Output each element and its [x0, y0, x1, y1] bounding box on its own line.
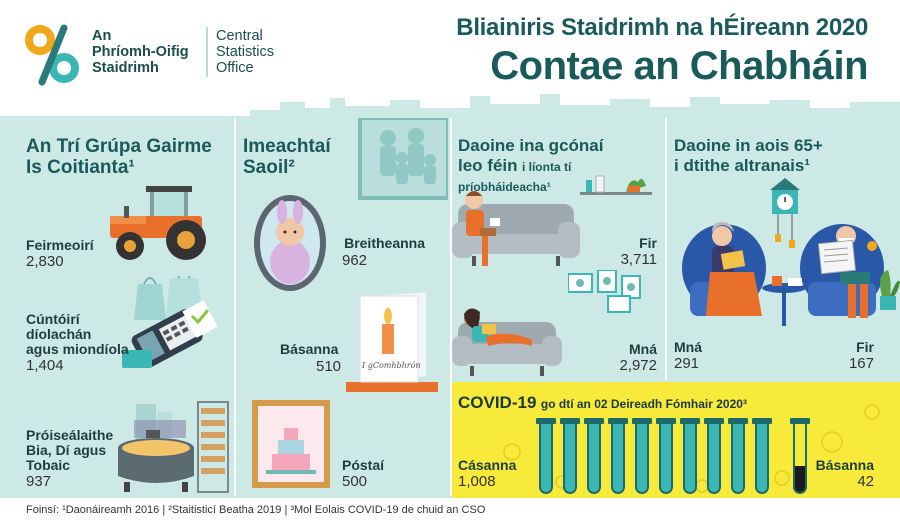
test-tube-icon: [587, 424, 601, 494]
nursing-men-label: Fir: [856, 339, 874, 355]
covid-deaths-label: Básanna: [815, 457, 874, 473]
cuckoo-clock-icon: [770, 178, 800, 248]
men-alone-value: 3,711: [620, 251, 657, 268]
test-tube-icon: [728, 418, 748, 424]
covid-deaths-value: 42: [857, 473, 874, 490]
nursing-women-label: Mná: [674, 339, 702, 355]
condolence-card-text: I gComhbhrón: [362, 361, 421, 370]
covid-heading-bold: COVID-19: [458, 393, 537, 412]
test-tube-icon: [704, 418, 724, 424]
marriages-value: 500: [342, 473, 368, 490]
men-alone-label: Fir: [639, 235, 657, 251]
nursing-men-value: 167: [848, 355, 874, 372]
food-processing-icon: [118, 401, 229, 493]
test-tube-icon: [731, 424, 745, 494]
header: An Phríomh-Oifig Staidrimh Central Stati…: [0, 0, 900, 100]
test-tube-icon: [563, 424, 577, 494]
living-alone-heading-line-1: Daoine ina gcónaí: [458, 136, 604, 155]
test-tube-icon: [611, 424, 625, 494]
cso-logo-icon: [25, 24, 79, 86]
test-tube-icon: [683, 424, 697, 494]
covid-cases-value: 1,008: [458, 473, 496, 490]
column-divider: [450, 118, 452, 496]
test-tube-icon: [659, 424, 673, 494]
test-tube-icon: [635, 424, 649, 494]
nursing-heading-line-2: i dtithe altranais¹: [674, 156, 811, 175]
living-alone-heading-small-2: príobháideacha¹: [458, 180, 551, 194]
occupation-label: Bia, Dí agus: [26, 442, 107, 458]
test-tube-icon: [790, 418, 810, 424]
wedding-cake-portrait-icon: [252, 400, 330, 488]
births-value: 962: [342, 252, 368, 269]
occupation-label: Cúntóirí: [26, 311, 80, 327]
covid-panel: [452, 382, 900, 498]
test-tube-icon: [680, 418, 700, 424]
covid-heading-rest: go dtí an 02 Deireadh Fómhair 2020³: [540, 397, 747, 411]
women-alone-label: Mná: [629, 341, 657, 357]
occupation-label: Tobaic: [26, 457, 71, 473]
life-events-heading-line-2: Saoil²: [243, 157, 295, 178]
test-tube-icon: [755, 424, 769, 494]
logo-irish-line-1: An: [92, 28, 112, 44]
test-tube-icon: [539, 424, 553, 494]
column-divider: [665, 118, 667, 380]
test-tube-icon: [752, 418, 772, 424]
nursing-women-value: 291: [674, 355, 700, 372]
test-tube-icon: [560, 418, 580, 424]
test-tube-icon: [632, 418, 652, 424]
baby-portrait-icon: [254, 195, 326, 291]
living-alone-heading-line-2: leo féin: [458, 156, 518, 175]
page-subtitle: Bliainiris Staidrimh na hÉireann 2020: [456, 14, 868, 41]
tractor-icon: [110, 186, 206, 260]
births-label: Breitheanna: [344, 235, 425, 251]
occupation-value: 937: [26, 473, 52, 490]
life-events-heading-line-1: Imeachtaí: [243, 136, 331, 157]
logo-irish-line-3: Staidrimh: [92, 60, 159, 76]
women-alone-value: 2,972: [619, 357, 657, 374]
test-tube-icon: [608, 418, 628, 424]
card-terminal-icon: [122, 276, 218, 368]
logo-english-line-2: Statistics: [216, 44, 275, 60]
test-tube-icon: [536, 418, 556, 424]
man-on-sofa-icon: [452, 191, 580, 266]
occupation-value: 2,830: [26, 253, 64, 270]
test-tube-icon: [584, 418, 604, 424]
elderly-couple-icon: [682, 222, 900, 326]
page-title: Contae an Chabháin: [490, 44, 868, 88]
marriages-label: Póstaí: [342, 457, 385, 473]
footer-sources: Foinsí: ¹Daonáireamh 2016 | ²Staitisticí…: [26, 504, 486, 516]
living-alone-heading-small-1: i líonta tí: [521, 160, 572, 174]
covid-cases-label: Cásanna: [458, 457, 517, 473]
occupation-label: agus miondíola: [26, 341, 129, 357]
logo-english-line-1: Central: [216, 28, 263, 44]
family-photo-icon: [358, 118, 448, 200]
occupation-label: Feirmeoirí: [26, 237, 94, 253]
skyline-decoration: [250, 94, 900, 118]
occupation-label: Próiseálaithe: [26, 427, 114, 443]
logo-divider: [206, 27, 208, 77]
logo-english-line-3: Office: [216, 60, 254, 76]
deaths-value: 510: [316, 358, 342, 375]
column-divider: [234, 118, 236, 496]
deaths-label: Básanna: [280, 341, 339, 357]
shelf-icon: [580, 175, 652, 195]
woman-on-sofa-icon: [452, 308, 562, 376]
test-tube-icon: [793, 424, 807, 494]
nursing-heading-line-1: Daoine in aois 65+: [674, 136, 823, 155]
test-tube-icon: [656, 418, 676, 424]
condolence-card-icon: [346, 292, 438, 392]
occupation-label: díolachán: [26, 326, 92, 342]
logo-irish-line-2: Phríomh-Oifig: [92, 44, 189, 60]
wall-frames-icon: [568, 270, 641, 313]
occupation-value: 1,404: [26, 357, 64, 374]
occupations-heading-line-2: Is Coitianta¹: [26, 157, 135, 178]
test-tube-icon: [707, 424, 721, 494]
occupations-heading-line-1: An Trí Grúpa Gairme: [26, 136, 212, 157]
